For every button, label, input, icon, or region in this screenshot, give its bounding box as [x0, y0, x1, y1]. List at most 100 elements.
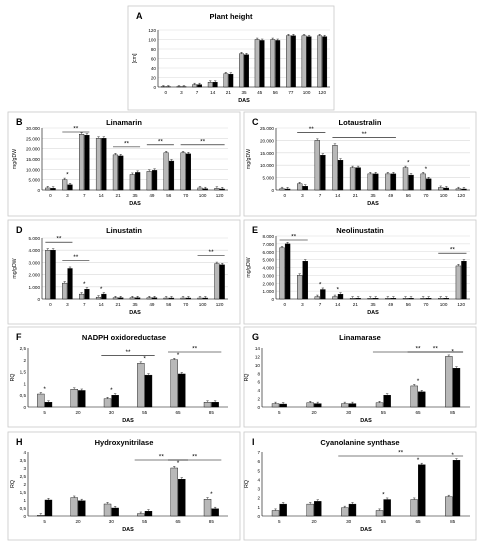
y-tick-label: 10.000 — [260, 163, 274, 168]
bar-s2-45 — [259, 40, 265, 88]
significance-star: * — [100, 286, 103, 293]
bar-s2-120 — [219, 264, 225, 300]
x-axis-label: DAS — [238, 98, 250, 104]
y-tick-label: 2 — [257, 496, 260, 501]
x-tick-label: 45 — [257, 90, 263, 95]
bar-s2-7 — [84, 135, 90, 191]
x-tick-label: 5 — [43, 519, 46, 524]
y-tick-label: 30.000 — [26, 126, 40, 131]
bar-s2-70 — [426, 298, 432, 300]
significance-star: * — [66, 172, 69, 179]
bar-s1-20 — [306, 503, 314, 517]
bar-s1-65 — [410, 385, 418, 408]
y-tick-label: 1 — [257, 505, 260, 510]
bar-s1-0 — [45, 249, 51, 300]
bar-s1-35 — [367, 298, 373, 300]
panel-title: NADPH oxidoreductase — [82, 333, 166, 342]
y-tick-label: 1.000 — [263, 289, 275, 294]
bar-s2-35 — [373, 173, 379, 191]
x-tick-label: 35 — [241, 90, 247, 95]
bar-s2-21 — [118, 155, 124, 191]
x-tick-label: 85 — [209, 410, 215, 415]
y-tick-label: 4.000 — [29, 248, 41, 253]
x-tick-label: 14 — [335, 302, 341, 307]
bar-s2-20 — [78, 390, 86, 408]
x-tick-label: 65 — [415, 519, 421, 524]
x-tick-label: 120 — [216, 302, 224, 307]
bar-s2-85 — [452, 460, 461, 517]
y-tick-label: 5.000 — [263, 176, 275, 181]
x-tick-label: 7 — [196, 90, 199, 95]
bar-s1-100 — [197, 187, 203, 191]
significance-star: * — [336, 286, 339, 293]
x-tick-label: 0 — [284, 302, 287, 307]
bar-s1-65 — [170, 359, 178, 408]
x-tick-label: 65 — [175, 410, 181, 415]
y-tick-label: 0 — [271, 297, 274, 302]
y-tick-label: 20 — [151, 76, 157, 81]
bar-s2-5 — [44, 402, 53, 408]
bar-s1-120 — [317, 35, 323, 88]
bar-s1-21 — [349, 167, 356, 191]
x-tick-label: 70 — [183, 302, 189, 307]
bar-s1-3 — [297, 183, 303, 191]
y-tick-label: 12 — [255, 354, 261, 359]
y-tick-label: 2.000 — [263, 281, 275, 286]
y-tick-label: 40 — [151, 66, 157, 71]
bar-s2-0 — [50, 249, 56, 300]
x-tick-label: 120 — [318, 90, 326, 95]
y-tick-label: 10 — [255, 363, 261, 368]
bar-s2-30 — [111, 395, 119, 408]
bar-s1-56 — [402, 298, 409, 300]
bar-s2-55 — [144, 511, 153, 517]
bar-s1-65 — [170, 467, 178, 517]
bar-s2-7 — [320, 289, 326, 300]
x-tick-label: 3 — [301, 302, 304, 307]
bar-s1-56 — [402, 167, 409, 191]
y-tick-label: 4 — [257, 388, 260, 393]
bar-s2-100 — [443, 298, 449, 300]
bar-s2-70 — [185, 153, 191, 191]
x-tick-label: 65 — [175, 519, 181, 524]
y-tick-label: 1 — [23, 381, 26, 386]
y-tick-label: 2,5 — [20, 346, 27, 351]
x-tick-label: 70 — [183, 193, 189, 198]
bar-s2-35 — [373, 298, 379, 300]
x-tick-label: 55 — [381, 519, 387, 524]
x-axis-label: DAS — [122, 418, 134, 424]
significance-marker: ** — [159, 454, 165, 461]
bar-s2-49 — [152, 170, 158, 191]
y-tick-label: 25.000 — [260, 126, 274, 131]
bar-s1-7 — [192, 84, 197, 88]
bar-s2-100 — [443, 187, 449, 191]
significance-star: * — [417, 378, 420, 385]
significance-marker: ** — [309, 126, 315, 133]
x-tick-label: 77 — [288, 90, 294, 95]
bar-s1-35 — [129, 174, 135, 191]
panel-f: F NADPH oxidoreductase 0 0,5 1 1,5 2 2,5 RQ DAS 5 2… — [7, 326, 241, 428]
bar-s1-30 — [103, 503, 112, 517]
bar-s1-56 — [163, 152, 169, 191]
panel-title: Plant height — [210, 12, 253, 21]
significance-marker: ** — [209, 249, 215, 256]
significance-marker: ** — [415, 346, 421, 353]
bar-s2-100 — [202, 188, 208, 191]
y-tick-label: 3.000 — [29, 260, 41, 265]
significance-marker: ** — [200, 138, 206, 145]
y-tick-label: 2 — [23, 358, 26, 363]
x-tick-label: 7 — [83, 193, 86, 198]
x-tick-label: 7 — [319, 193, 322, 198]
panel-title: Cyanolanine synthase — [320, 438, 399, 447]
panel-letter: D — [16, 225, 23, 235]
significance-marker: ** — [56, 236, 62, 243]
panel-frame — [7, 326, 241, 428]
bar-s2-120 — [461, 261, 467, 300]
x-tick-label: 20 — [311, 519, 317, 524]
significance-marker: ** — [433, 346, 439, 353]
y-tick-label: 0 — [37, 188, 40, 193]
bar-s1-35 — [367, 173, 373, 191]
bar-s1-7 — [79, 133, 85, 191]
bar-s1-100 — [301, 35, 307, 88]
x-axis-label: DAS — [360, 418, 372, 424]
